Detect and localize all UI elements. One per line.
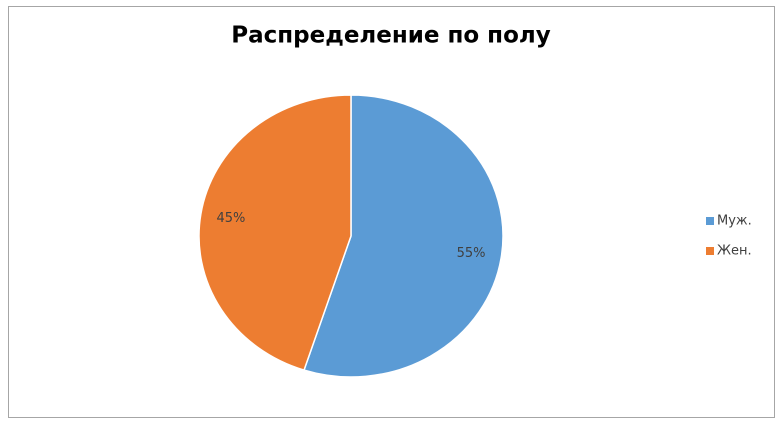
legend-label: Жен. <box>717 244 752 259</box>
pie-slice <box>303 94 504 378</box>
data-label: 45% <box>216 211 245 226</box>
data-label: 55% <box>457 246 486 261</box>
legend-swatch <box>706 247 714 255</box>
pie-slice <box>198 94 352 372</box>
legend-swatch <box>706 217 714 225</box>
chart-title: Распределение по полу <box>231 23 550 49</box>
legend-label: Муж. <box>717 214 752 229</box>
